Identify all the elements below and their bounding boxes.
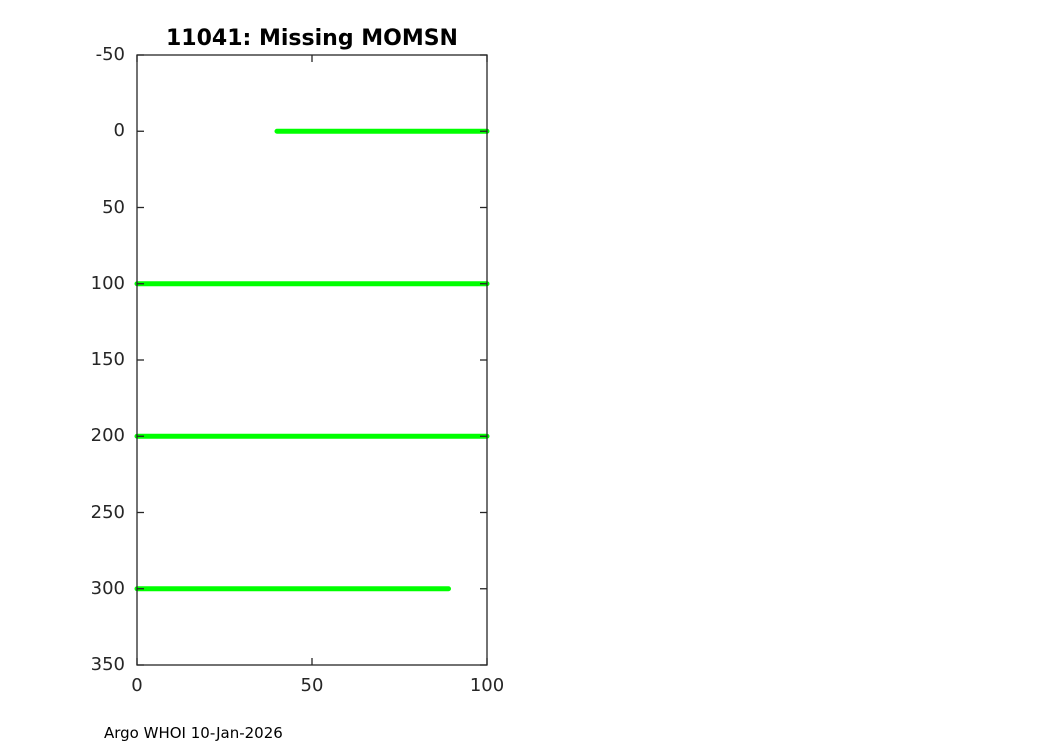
y-tick-label: 200 [90, 425, 125, 447]
y-tick-label: 0 [113, 120, 125, 142]
footer-annotation: Argo WHOI 10-Jan-2026 [104, 724, 283, 742]
chart-title: 11041: Missing MOMSN [166, 26, 458, 51]
plot-area [134, 54, 490, 666]
x-tick-label: 100 [469, 675, 505, 696]
plot-svg [134, 54, 490, 666]
y-tick-label: -50 [95, 44, 125, 65]
y-tick-label: 350 [90, 654, 125, 675]
x-tick-label: 50 [300, 675, 324, 696]
y-tick-label: 50 [102, 196, 125, 218]
x-tick-label: 0 [131, 675, 143, 696]
y-tick-label: 100 [90, 272, 125, 294]
y-tick-label: 250 [90, 501, 125, 523]
plot-border [136, 54, 488, 666]
y-tick-label: 150 [90, 349, 125, 370]
y-tick-label: 300 [90, 577, 125, 599]
